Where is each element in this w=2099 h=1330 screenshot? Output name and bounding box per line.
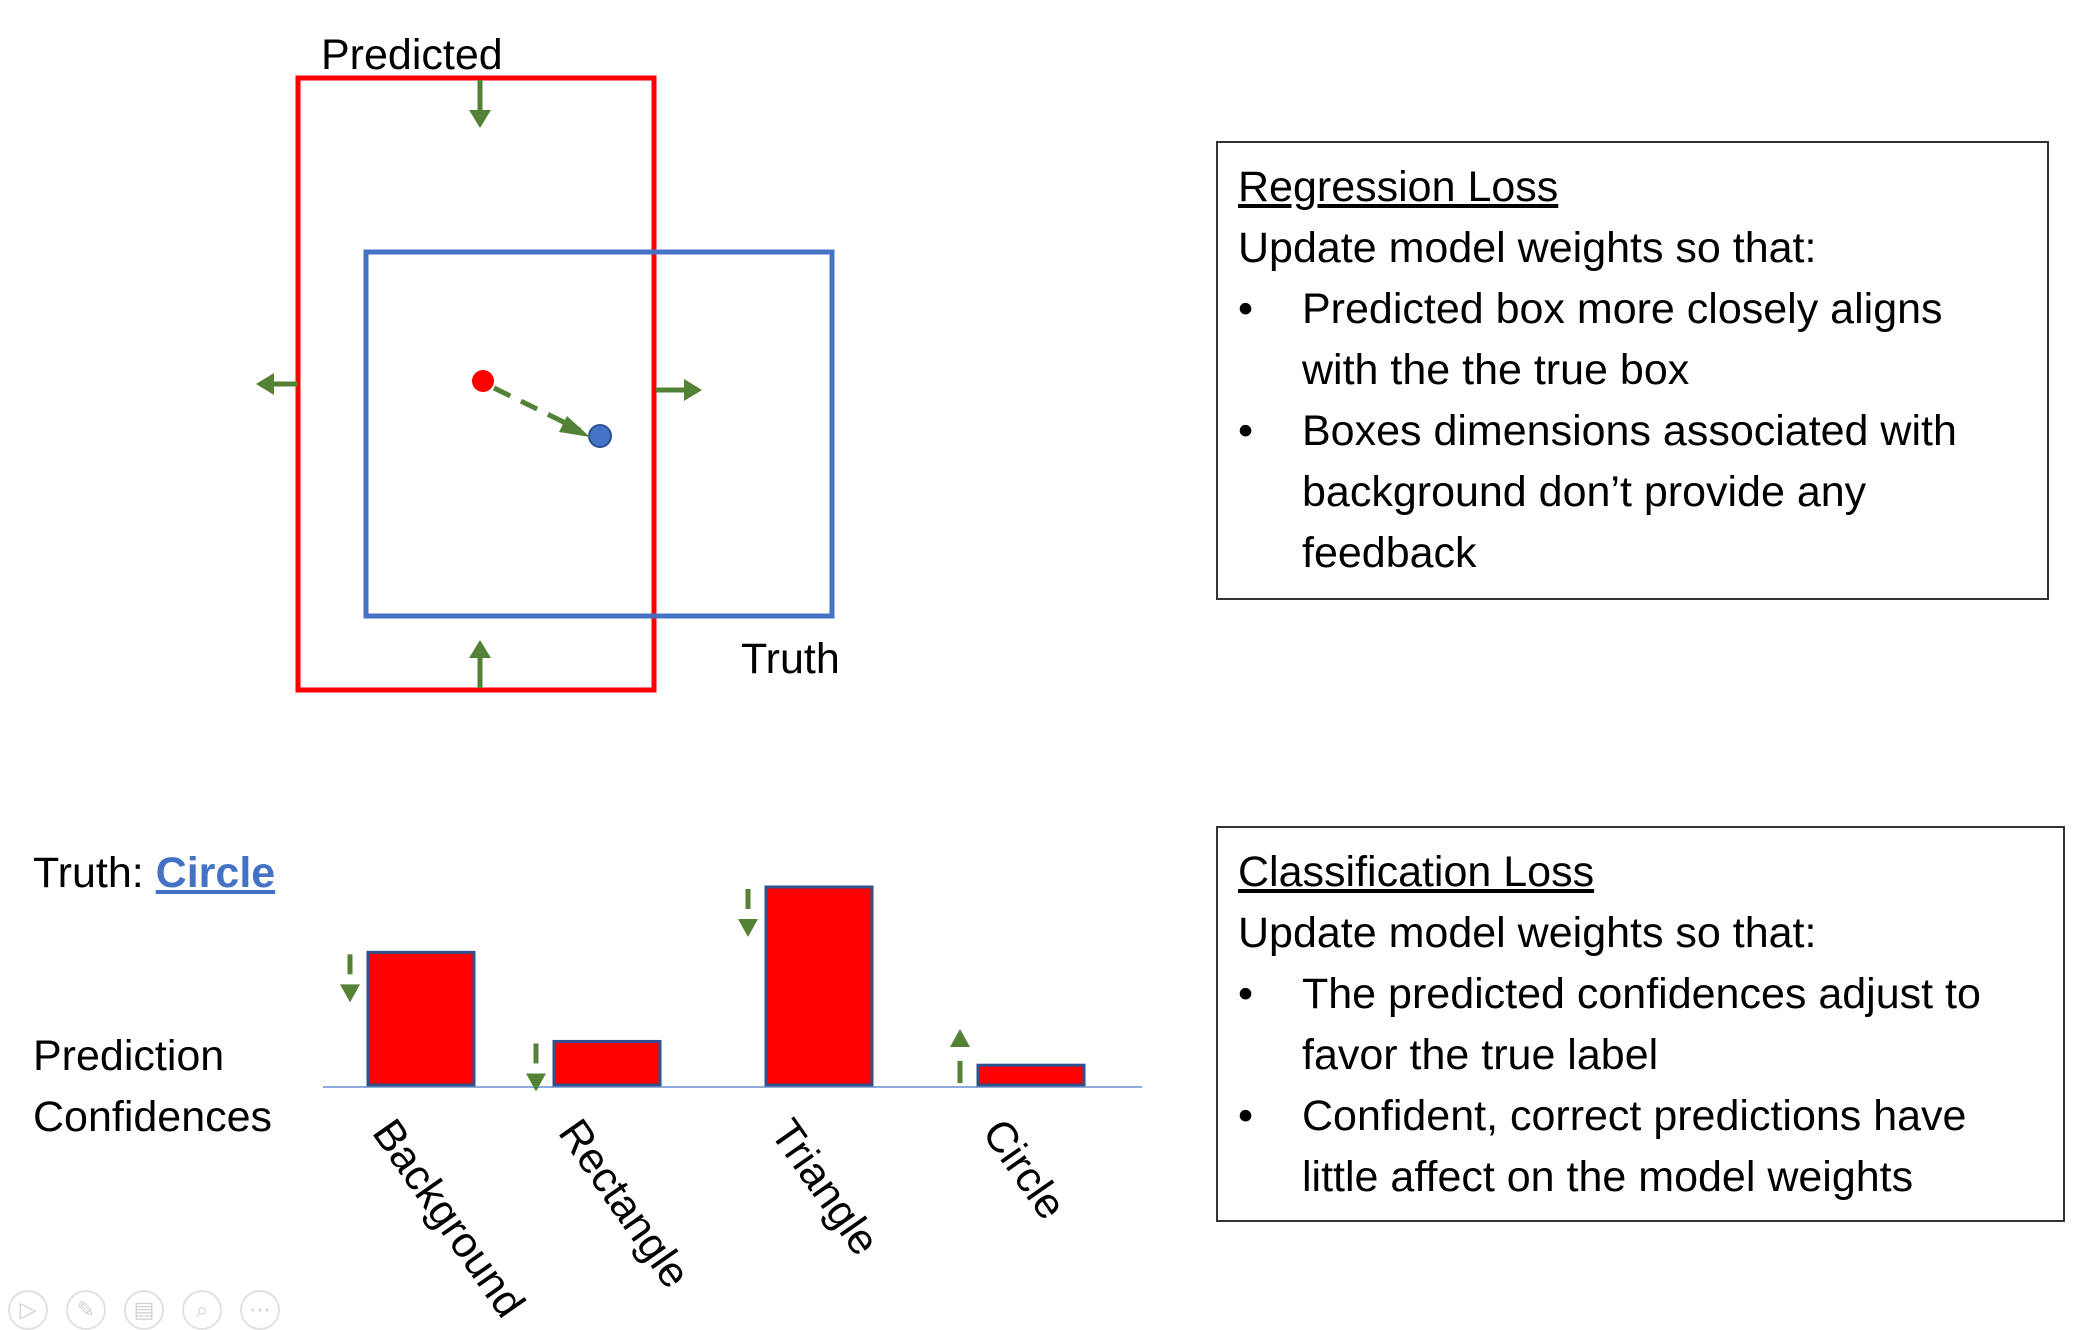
category-label-triangle: Triangle [761,1111,889,1264]
bar-triangle [764,885,874,1087]
regression-bullet-1-text: Predicted box more closely aligns with t… [1302,285,1943,394]
truth-class-value[interactable]: Circle [155,849,276,897]
top-edge-arrow [469,80,491,128]
adjust-arrow-rectangle [526,1043,546,1092]
category-label-background: Background [363,1111,534,1325]
regression-loss-heading: Regression Loss [1238,163,1559,211]
predicted-label: Predicted [321,31,503,79]
classification-loss-box: Classification Loss Update model weights… [1216,826,2065,1222]
truth-label: Truth [741,635,840,683]
predicted-center-dot [472,370,494,392]
slides-icon[interactable]: ▤ [124,1290,164,1330]
right-edge-arrow [656,379,702,401]
prediction-label-line1: Prediction [33,1032,225,1080]
classification-loss-bullets: • The predicted confidences adjust to fav… [1238,964,2043,1208]
regression-loss-bullets: • Predicted box more closely aligns with … [1238,279,2027,584]
bar-rectangle [552,1039,662,1087]
prediction-label-line2: Confidences [33,1093,273,1141]
truth-box [363,249,835,619]
classification-bullet-1-text: The predicted confidences adjust to favo… [1302,970,1981,1079]
regression-bullet-2-text: Boxes dimensions associated with backgro… [1302,407,1957,577]
classification-bullet-1: • The predicted confidences adjust to fav… [1238,964,2043,1086]
regression-bullet-1: • Predicted box more closely aligns with … [1238,279,2027,401]
regression-loss-intro: Update model weights so that: [1238,224,1817,272]
bullet-marker: • [1238,407,1254,455]
regression-bullet-2: • Boxes dimensions associated with backgr… [1238,401,2027,584]
bottom-edge-arrow [469,640,491,688]
truth-center-dot [588,424,612,448]
classification-bullet-2: • Confident, correct predictions have lit… [1238,1086,2043,1208]
bullet-marker: • [1238,1092,1254,1140]
adjust-arrow-background [340,954,360,1003]
truth-class-prefix: Truth: [33,849,156,897]
bar-background [366,950,476,1087]
classification-bullet-2-text: Confident, correct predictions have litt… [1302,1092,1967,1201]
confidence-bars [366,885,1086,1087]
classification-loss-intro: Update model weights so that: [1238,909,1817,957]
zoom-icon[interactable]: ⌕ [182,1290,222,1330]
regression-loss-box: Regression Loss Update model weights so … [1216,141,2049,600]
adjust-arrow-triangle [738,889,758,937]
category-labels: Background Rectangle Triangle Circle [363,1111,1075,1325]
bullet-marker: • [1238,285,1254,333]
category-label-circle: Circle [973,1111,1075,1229]
pen-icon[interactable]: ✎ [66,1290,106,1330]
center-shift-arrowhead [559,416,590,437]
left-edge-arrow [256,373,298,395]
bullet-marker: • [1238,970,1254,1018]
slideshow-toolbar: ▷ ✎ ▤ ⌕ ⋯ [8,1290,280,1330]
prediction-confidences-label: Prediction Confidences [33,1026,272,1148]
category-label-rectangle: Rectangle [549,1111,699,1297]
center-shift-arrow [492,385,582,433]
classification-loss-heading: Classification Loss [1238,848,1595,896]
adjust-arrow-circle [950,1029,970,1083]
more-icon[interactable]: ⋯ [240,1290,280,1330]
truth-class-line: Truth: Circle [33,852,275,895]
confidence-adjust-arrows [340,889,970,1092]
play-icon[interactable]: ▷ [8,1290,48,1330]
bar-circle [976,1063,1086,1087]
